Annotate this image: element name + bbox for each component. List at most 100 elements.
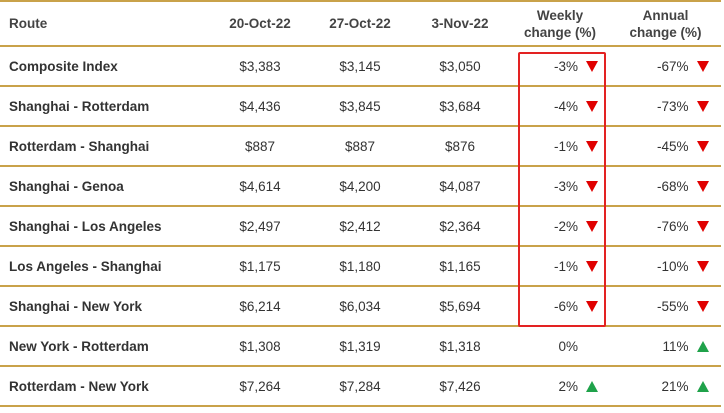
header-weekly-line1: Weekly xyxy=(536,7,584,23)
weekly-change-value: -1% xyxy=(553,258,578,274)
weekly-change-cell: -1% xyxy=(510,247,610,285)
annual-change-value: 11% xyxy=(662,338,689,354)
route-name: Composite Index xyxy=(9,58,118,74)
weekly-change-cell: -4% xyxy=(510,87,610,125)
route-name: Rotterdam - Shanghai xyxy=(9,138,150,154)
annual-change-cell: 11% xyxy=(610,327,721,365)
up-arrow-icon xyxy=(696,340,709,352)
rate-3-nov: $2,364 xyxy=(439,218,481,234)
rate-20-oct: $7,264 xyxy=(239,378,281,394)
down-arrow-icon xyxy=(696,140,709,152)
table-row: Shanghai - New York $6,214 $6,034 $5,694… xyxy=(0,287,721,327)
table-row: Composite Index $3,383 $3,145 $3,050 -3%… xyxy=(0,47,721,87)
table-row: Rotterdam - New York $7,264 $7,284 $7,42… xyxy=(0,367,721,407)
rate-3-nov: $1,165 xyxy=(439,258,481,274)
header-date-2: 27-Oct-22 xyxy=(329,16,391,31)
annual-change-cell: -55% xyxy=(610,287,721,325)
annual-change-cell: -73% xyxy=(610,87,721,125)
table-row: Los Angeles - Shanghai $1,175 $1,180 $1,… xyxy=(0,247,721,287)
rate-20-oct: $6,214 xyxy=(239,298,281,314)
weekly-change-value: -3% xyxy=(553,178,578,194)
down-arrow-icon xyxy=(696,180,709,192)
route-name: Shanghai - Rotterdam xyxy=(9,98,150,114)
weekly-change-cell: -1% xyxy=(510,127,610,165)
rate-27-oct: $1,319 xyxy=(339,338,381,354)
header-weekly-line2: change (%) xyxy=(523,24,596,40)
table-row: Shanghai - Rotterdam $4,436 $3,845 $3,68… xyxy=(0,87,721,127)
table-header-row: Route 20-Oct-22 27-Oct-22 3-Nov-22 Weekl… xyxy=(0,2,721,47)
header-weekly-change: Weekly change (%) xyxy=(510,2,610,45)
down-arrow-icon xyxy=(586,220,598,232)
route-name: Los Angeles - Shanghai xyxy=(9,258,162,274)
down-arrow-icon xyxy=(696,60,709,72)
down-arrow-icon xyxy=(586,140,598,152)
weekly-change-cell: -3% xyxy=(510,47,610,85)
weekly-change-value: -3% xyxy=(553,58,578,74)
annual-change-cell: -76% xyxy=(610,207,721,245)
rate-20-oct: $1,175 xyxy=(239,258,281,274)
route-name: Shanghai - New York xyxy=(9,298,143,314)
header-date-3: 3-Nov-22 xyxy=(431,16,489,31)
rate-20-oct: $3,383 xyxy=(239,58,281,74)
rate-27-oct: $7,284 xyxy=(339,378,381,394)
annual-change-value: -45% xyxy=(656,138,689,154)
weekly-change-value: -4% xyxy=(553,98,578,114)
weekly-change-cell: 2% xyxy=(510,367,610,405)
annual-change-value: -68% xyxy=(656,178,689,194)
annual-change-value: -76% xyxy=(656,218,689,234)
rate-20-oct: $4,436 xyxy=(239,98,281,114)
rate-27-oct: $2,412 xyxy=(339,218,381,234)
rate-3-nov: $7,426 xyxy=(439,378,481,394)
down-arrow-icon xyxy=(696,220,709,232)
annual-change-value: -10% xyxy=(656,258,689,274)
weekly-change-cell: -6% xyxy=(510,287,610,325)
rate-27-oct: $6,034 xyxy=(339,298,381,314)
weekly-change-value: -1% xyxy=(553,138,578,154)
weekly-change-cell: 0% xyxy=(510,327,610,365)
annual-change-value: -73% xyxy=(656,98,689,114)
down-arrow-icon xyxy=(696,100,709,112)
annual-change-cell: -10% xyxy=(610,247,721,285)
rate-20-oct: $4,614 xyxy=(239,178,281,194)
down-arrow-icon xyxy=(586,180,598,192)
header-annual-change: Annual change (%) xyxy=(610,2,721,45)
annual-change-cell: -45% xyxy=(610,127,721,165)
rate-20-oct: $1,308 xyxy=(239,338,281,354)
up-arrow-icon xyxy=(586,380,598,392)
rate-27-oct: $887 xyxy=(344,138,376,154)
table-row: Shanghai - Los Angeles $2,497 $2,412 $2,… xyxy=(0,207,721,247)
down-arrow-icon xyxy=(586,100,598,112)
header-annual-line2: change (%) xyxy=(629,24,702,40)
rate-27-oct: $4,200 xyxy=(339,178,381,194)
rate-20-oct: $887 xyxy=(244,138,276,154)
down-arrow-icon xyxy=(696,260,709,272)
table-row: New York - Rotterdam $1,308 $1,319 $1,31… xyxy=(0,327,721,367)
route-name: Rotterdam - New York xyxy=(9,378,149,394)
table-row: Rotterdam - Shanghai $887 $887 $876 -1% … xyxy=(0,127,721,167)
weekly-change-cell: -3% xyxy=(510,167,610,205)
annual-change-cell: -67% xyxy=(610,47,721,85)
rate-3-nov: $1,318 xyxy=(439,338,481,354)
header-date-1: 20-Oct-22 xyxy=(229,16,291,31)
down-arrow-icon xyxy=(586,260,598,272)
weekly-change-cell: -2% xyxy=(510,207,610,245)
rate-27-oct: $3,845 xyxy=(339,98,381,114)
rate-3-nov: $4,087 xyxy=(439,178,481,194)
rate-3-nov: $5,694 xyxy=(439,298,481,314)
rate-27-oct: $3,145 xyxy=(339,58,381,74)
weekly-change-value: 0% xyxy=(558,338,578,354)
weekly-change-value: -6% xyxy=(553,298,578,314)
header-annual-line1: Annual xyxy=(642,7,689,23)
weekly-change-value: 2% xyxy=(558,378,578,394)
down-arrow-icon xyxy=(696,300,709,312)
annual-change-value: -55% xyxy=(656,298,689,314)
annual-change-value: 21% xyxy=(661,378,689,394)
rate-3-nov: $876 xyxy=(444,138,476,154)
rate-3-nov: $3,050 xyxy=(439,58,481,74)
route-name: Shanghai - Genoa xyxy=(9,178,124,194)
up-arrow-icon xyxy=(696,380,709,392)
rate-3-nov: $3,684 xyxy=(439,98,481,114)
annual-change-cell: 21% xyxy=(610,367,721,405)
table-top-border xyxy=(0,0,721,2)
